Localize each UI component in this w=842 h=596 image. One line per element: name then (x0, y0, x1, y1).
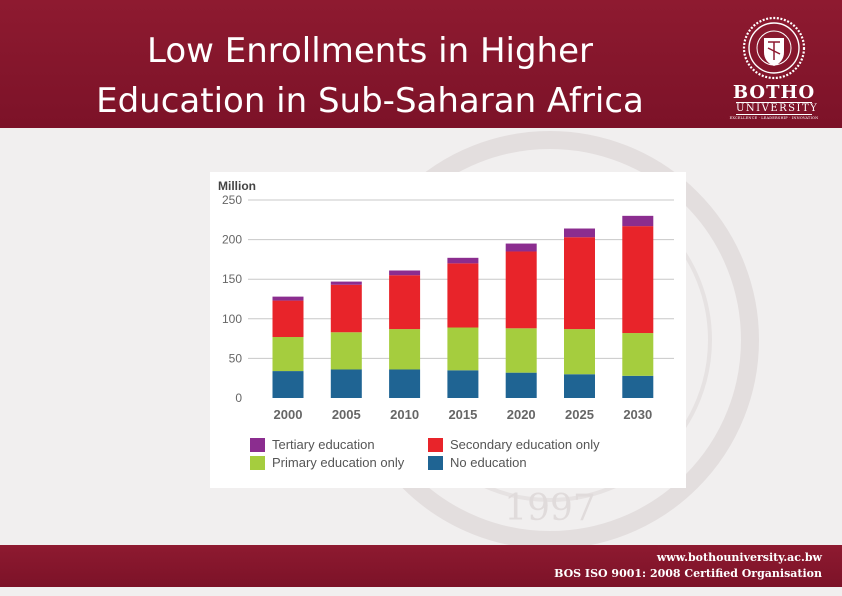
bar-segment-secondary-education-only-2000 (272, 300, 304, 338)
header-bar: Low Enrollments in Higher Education in S… (0, 0, 842, 128)
bar-segment-secondary-education-only-2005 (330, 284, 362, 333)
y-tick-label: 100 (222, 312, 242, 326)
x-tick-label: 2025 (565, 407, 594, 422)
bar-segment-primary-education-only-2030 (622, 333, 654, 376)
bar-segment-primary-education-only-2010 (389, 329, 421, 370)
x-tick-labels: 2000 2005 2010 2015 2020 2025 2030 (274, 407, 653, 422)
legend-label-no-education: No education (450, 455, 527, 470)
footer-certification: BOS ISO 9001: 2008 Certified Organisatio… (554, 567, 822, 580)
title-line-2: Education in Sub-Saharan Africa (96, 81, 644, 121)
bar-segment-tertiary-education-2020 (505, 243, 537, 252)
y-tick-label: 250 (222, 193, 242, 207)
bar-segment-primary-education-only-2015 (447, 327, 479, 371)
logo-name: BOTHO (732, 82, 816, 103)
footer-strip (0, 587, 842, 596)
y-tick-labels: 0 50 100 150 200 250 (222, 193, 242, 405)
x-tick-label: 2015 (448, 407, 477, 422)
x-tick-label: 2030 (623, 407, 652, 422)
chart-legend: Tertiary education Secondary education o… (250, 437, 670, 477)
bar-segment-no-education-2005 (330, 369, 362, 398)
bar-segment-primary-education-only-2005 (330, 332, 362, 370)
footer-bar: www.bothouniversity.ac.bw BOS ISO 9001: … (0, 545, 842, 587)
title-line-1: Low Enrollments in Higher (146, 31, 593, 71)
logo-subname: UNIVERSITY (736, 102, 819, 115)
bar-segment-secondary-education-only-2015 (447, 263, 479, 328)
bar-segment-no-education-2000 (272, 371, 304, 398)
bar-segment-tertiary-education-2030 (622, 215, 654, 227)
legend-swatch-primary (250, 456, 265, 470)
bar-segment-primary-education-only-2000 (272, 337, 304, 372)
legend-label-secondary: Secondary education only (450, 437, 600, 452)
bar-segment-tertiary-education-2010 (389, 270, 421, 276)
x-tick-label: 2005 (332, 407, 361, 422)
footer-url[interactable]: www.bothouniversity.ac.bw (656, 551, 822, 564)
x-tick-label: 2000 (274, 407, 303, 422)
chart-panel: Million 0 50 100 150 200 250 2000 2005 2010 2015… (210, 172, 686, 488)
y-tick-label: 0 (235, 391, 242, 405)
bar-segment-secondary-education-only-2025 (564, 237, 595, 330)
botho-university-logo: BOTHO UNIVERSITY EXCELLENCE · LEADERSHIP… (724, 14, 824, 124)
y-tick-label: 50 (229, 351, 243, 365)
bar-segment-no-education-2025 (564, 374, 595, 398)
bar-segment-no-education-2015 (447, 370, 479, 398)
bar-segment-tertiary-education-2000 (272, 296, 304, 301)
bar-segment-primary-education-only-2025 (564, 329, 595, 375)
bar-segment-no-education-2010 (389, 369, 421, 398)
y-tick-label: 200 (222, 233, 242, 247)
x-tick-label: 2020 (507, 407, 536, 422)
bar-segment-no-education-2030 (622, 375, 654, 398)
y-tick-label: 150 (222, 272, 242, 286)
bar-segment-tertiary-education-2015 (447, 257, 479, 264)
bar-segment-secondary-education-only-2030 (622, 226, 654, 334)
university-seal-icon (742, 16, 806, 80)
x-tick-label: 2010 (390, 407, 419, 422)
bar-segment-tertiary-education-2005 (330, 281, 362, 285)
legend-label-primary: Primary education only (272, 455, 405, 470)
bar-segment-no-education-2020 (505, 372, 537, 398)
bar-segment-tertiary-education-2025 (564, 228, 595, 238)
bar-segment-secondary-education-only-2020 (505, 251, 537, 329)
legend-swatch-secondary (428, 438, 443, 452)
svg-text:1997: 1997 (504, 488, 596, 529)
legend-label-tertiary: Tertiary education (272, 437, 375, 452)
bar-segment-primary-education-only-2020 (505, 328, 537, 373)
slide-title: Low Enrollments in Higher Education in S… (40, 26, 700, 126)
y-axis-label: Million (218, 179, 256, 193)
stacked-bar-chart: Million 0 50 100 150 200 250 2000 2005 2010 2015… (218, 179, 674, 422)
legend-swatch-tertiary (250, 438, 265, 452)
bars (272, 215, 654, 398)
logo-tagline: EXCELLENCE · LEADERSHIP · INNOVATION (729, 116, 819, 120)
legend-swatch-no-education (428, 456, 443, 470)
bar-segment-secondary-education-only-2010 (389, 275, 421, 330)
